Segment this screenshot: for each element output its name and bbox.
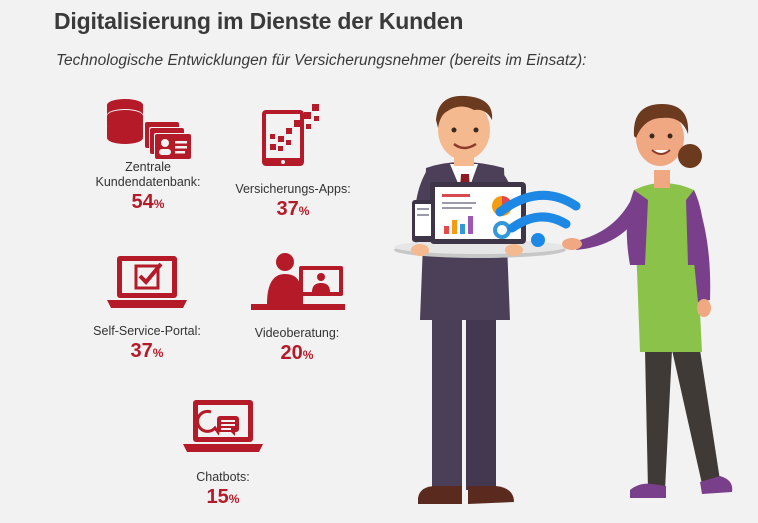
- stat-label: Zentrale: [125, 160, 171, 174]
- man-figure: [394, 95, 581, 504]
- database-icon: [107, 99, 191, 159]
- stat-chatbots: Chatbots: 15%: [158, 398, 288, 511]
- stat-value: 37%: [130, 340, 164, 362]
- stat-value: 15%: [206, 486, 240, 508]
- page-title: Digitalisierung im Dienste der Kunden: [54, 8, 464, 34]
- video-consultation-icon: [251, 253, 345, 310]
- laptop-chat-icon: [183, 400, 263, 452]
- people-illustration: [394, 95, 733, 504]
- stat-label: Kundendatenbank:: [95, 175, 201, 189]
- stat-versicherungs-apps: Versicherungs-Apps: 37%: [228, 100, 358, 223]
- stat-self-service-portal: Self-Service-Portal: 37%: [82, 254, 212, 365]
- laptop-checkbox-icon: [107, 256, 187, 308]
- stat-label: Videoberatung:: [254, 326, 340, 340]
- stat-videoberatung: Videoberatung: 20%: [232, 252, 362, 367]
- stat-value: 54%: [131, 191, 165, 213]
- woman-figure: [562, 104, 733, 498]
- stat-value: 20%: [280, 342, 314, 364]
- stat-label: Versicherungs-Apps:: [235, 182, 351, 196]
- stat-kundendatenbank: Zentrale Kundendatenbank: 54%: [78, 96, 218, 216]
- stat-label: Self-Service-Portal:: [93, 324, 201, 338]
- stat-label: Chatbots:: [196, 470, 250, 484]
- page-subtitle: Technologische Entwicklungen für Versich…: [56, 52, 587, 69]
- stat-value: 37%: [276, 198, 310, 220]
- tablet-app-icon: [262, 104, 319, 166]
